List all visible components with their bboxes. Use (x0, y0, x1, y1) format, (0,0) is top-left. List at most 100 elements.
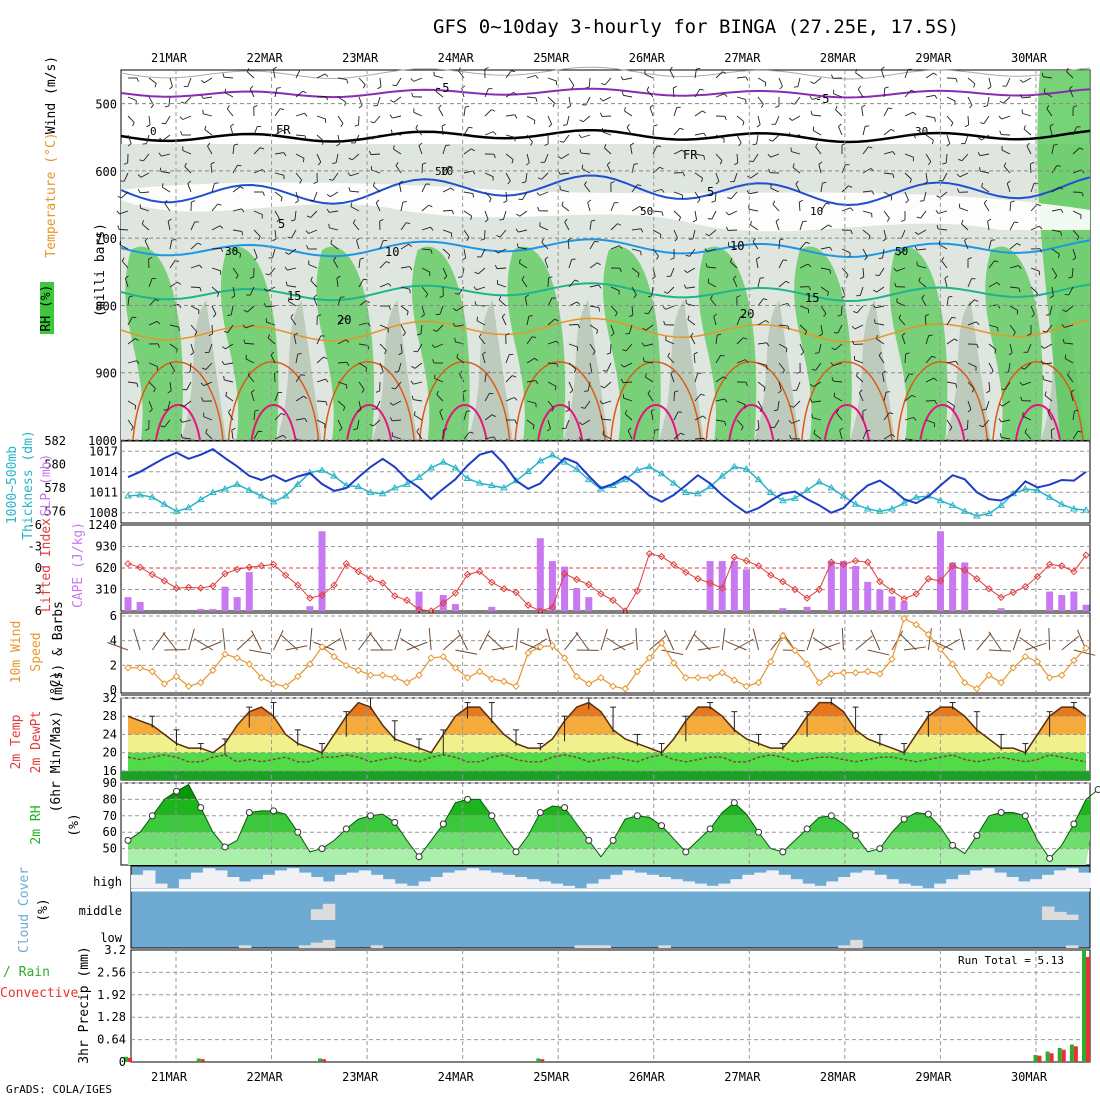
wind-barb (941, 260, 948, 269)
wind-barb-flag (551, 407, 555, 412)
wind-barb (988, 324, 998, 328)
wind-barb-flag (123, 162, 128, 165)
contour-15 (120, 282, 1091, 303)
wind-barb-flag (967, 257, 972, 260)
rh-point (949, 841, 957, 849)
cape-tick-label: 1240 (88, 518, 117, 532)
wind-barb (190, 221, 196, 231)
li-point (378, 579, 387, 587)
wind-barb-flag (284, 266, 288, 271)
surface-barb (151, 631, 166, 651)
wind-barb (833, 93, 843, 98)
lifted-index-markers (124, 549, 1090, 615)
wind-barb-flag (1062, 338, 1065, 344)
wind-barb-flag (231, 295, 236, 299)
wind-barb (1003, 96, 1011, 104)
wind-barb-flag (333, 256, 337, 261)
thickness-point (754, 475, 763, 483)
wind-barb-flag (554, 318, 559, 322)
wind-barb (921, 297, 927, 307)
contour-25 (705, 361, 798, 441)
wind-barb (622, 381, 633, 384)
wind-point (815, 678, 823, 687)
wind-barb (287, 267, 297, 271)
cloud-cell (910, 885, 923, 888)
wind-barb-flag (447, 254, 451, 259)
cloud-cell (1078, 872, 1091, 888)
wind-barb-flag (254, 409, 259, 412)
wind-barb (484, 210, 489, 220)
wind-barb (981, 186, 990, 193)
wind-barb-flag (511, 70, 516, 73)
wind-barb-flag (352, 219, 356, 224)
top-date-label: 30MAR (1011, 51, 1048, 65)
wind-barb-flag (249, 85, 254, 90)
wind-barb-flag (1019, 79, 1024, 83)
wind-barb (123, 172, 129, 182)
wind-barb (502, 210, 507, 220)
wind-barb-flag (159, 137, 164, 141)
wind-barb (602, 96, 612, 102)
label-millibars: (milli bars) (93, 223, 108, 317)
wind-barb-flag (822, 181, 827, 184)
wind-barb (672, 87, 675, 98)
wind-barb-flag (395, 161, 399, 166)
wind-barb (232, 145, 235, 155)
wind-barb (253, 411, 256, 421)
wind-barb (736, 359, 746, 364)
wind-barb-flag (443, 275, 448, 280)
wind-barb-flag (620, 76, 624, 81)
wind-barb (337, 419, 343, 429)
wind-barb (142, 153, 150, 162)
cape-bar (245, 572, 253, 611)
wind-barb-flag (622, 349, 627, 352)
rh-band (128, 848, 1090, 865)
wind-barb (883, 210, 890, 219)
thickness-point (900, 499, 908, 506)
wind-barb-flag (862, 409, 867, 412)
li-point (633, 587, 642, 595)
cloud-cell (550, 883, 564, 888)
cloud-cell (370, 874, 384, 888)
wind-barb-flag (332, 162, 337, 164)
wind-barb (773, 419, 780, 428)
wind-barb (205, 362, 213, 370)
contour-25 (514, 361, 606, 441)
wind-barb (1029, 163, 1032, 174)
wind-barb (820, 224, 829, 231)
wind-barb (329, 210, 339, 213)
wind-barb-flag (201, 367, 207, 371)
wind-barb (442, 209, 453, 212)
wind-barb-flag (923, 181, 928, 185)
wind-barb-flag (891, 434, 896, 438)
wind-barb-flag (955, 360, 959, 365)
wind-barb (715, 153, 723, 161)
wind-barb (208, 343, 213, 353)
wind-barb (904, 153, 914, 158)
surface-barb (721, 628, 726, 651)
min-max-bars (149, 697, 1077, 755)
wind-barb-flag (994, 349, 997, 354)
li-point (354, 567, 363, 576)
wind-barb-flag (239, 186, 244, 190)
wind-barb (798, 201, 801, 212)
wind-barb-flag (693, 351, 698, 355)
wind-barb-flag (413, 411, 416, 416)
wind-barb-flag (703, 155, 705, 160)
wind-barb (148, 77, 157, 84)
surface-barb (1061, 635, 1080, 651)
wind-barb (333, 259, 339, 269)
wind-barb (694, 191, 701, 200)
wind-barb-flag (831, 347, 836, 351)
wind-barb-flag (179, 116, 184, 120)
wind-barb (961, 153, 969, 161)
wind-point (585, 680, 593, 688)
wind-barb (1051, 229, 1061, 233)
wind-barb-flag (788, 117, 793, 121)
wind-barb (967, 115, 970, 126)
wind-barb-flag (116, 210, 120, 215)
wind-barb-flag (742, 121, 745, 126)
thickness-point (451, 463, 460, 471)
wind-barb-flag (581, 164, 584, 169)
